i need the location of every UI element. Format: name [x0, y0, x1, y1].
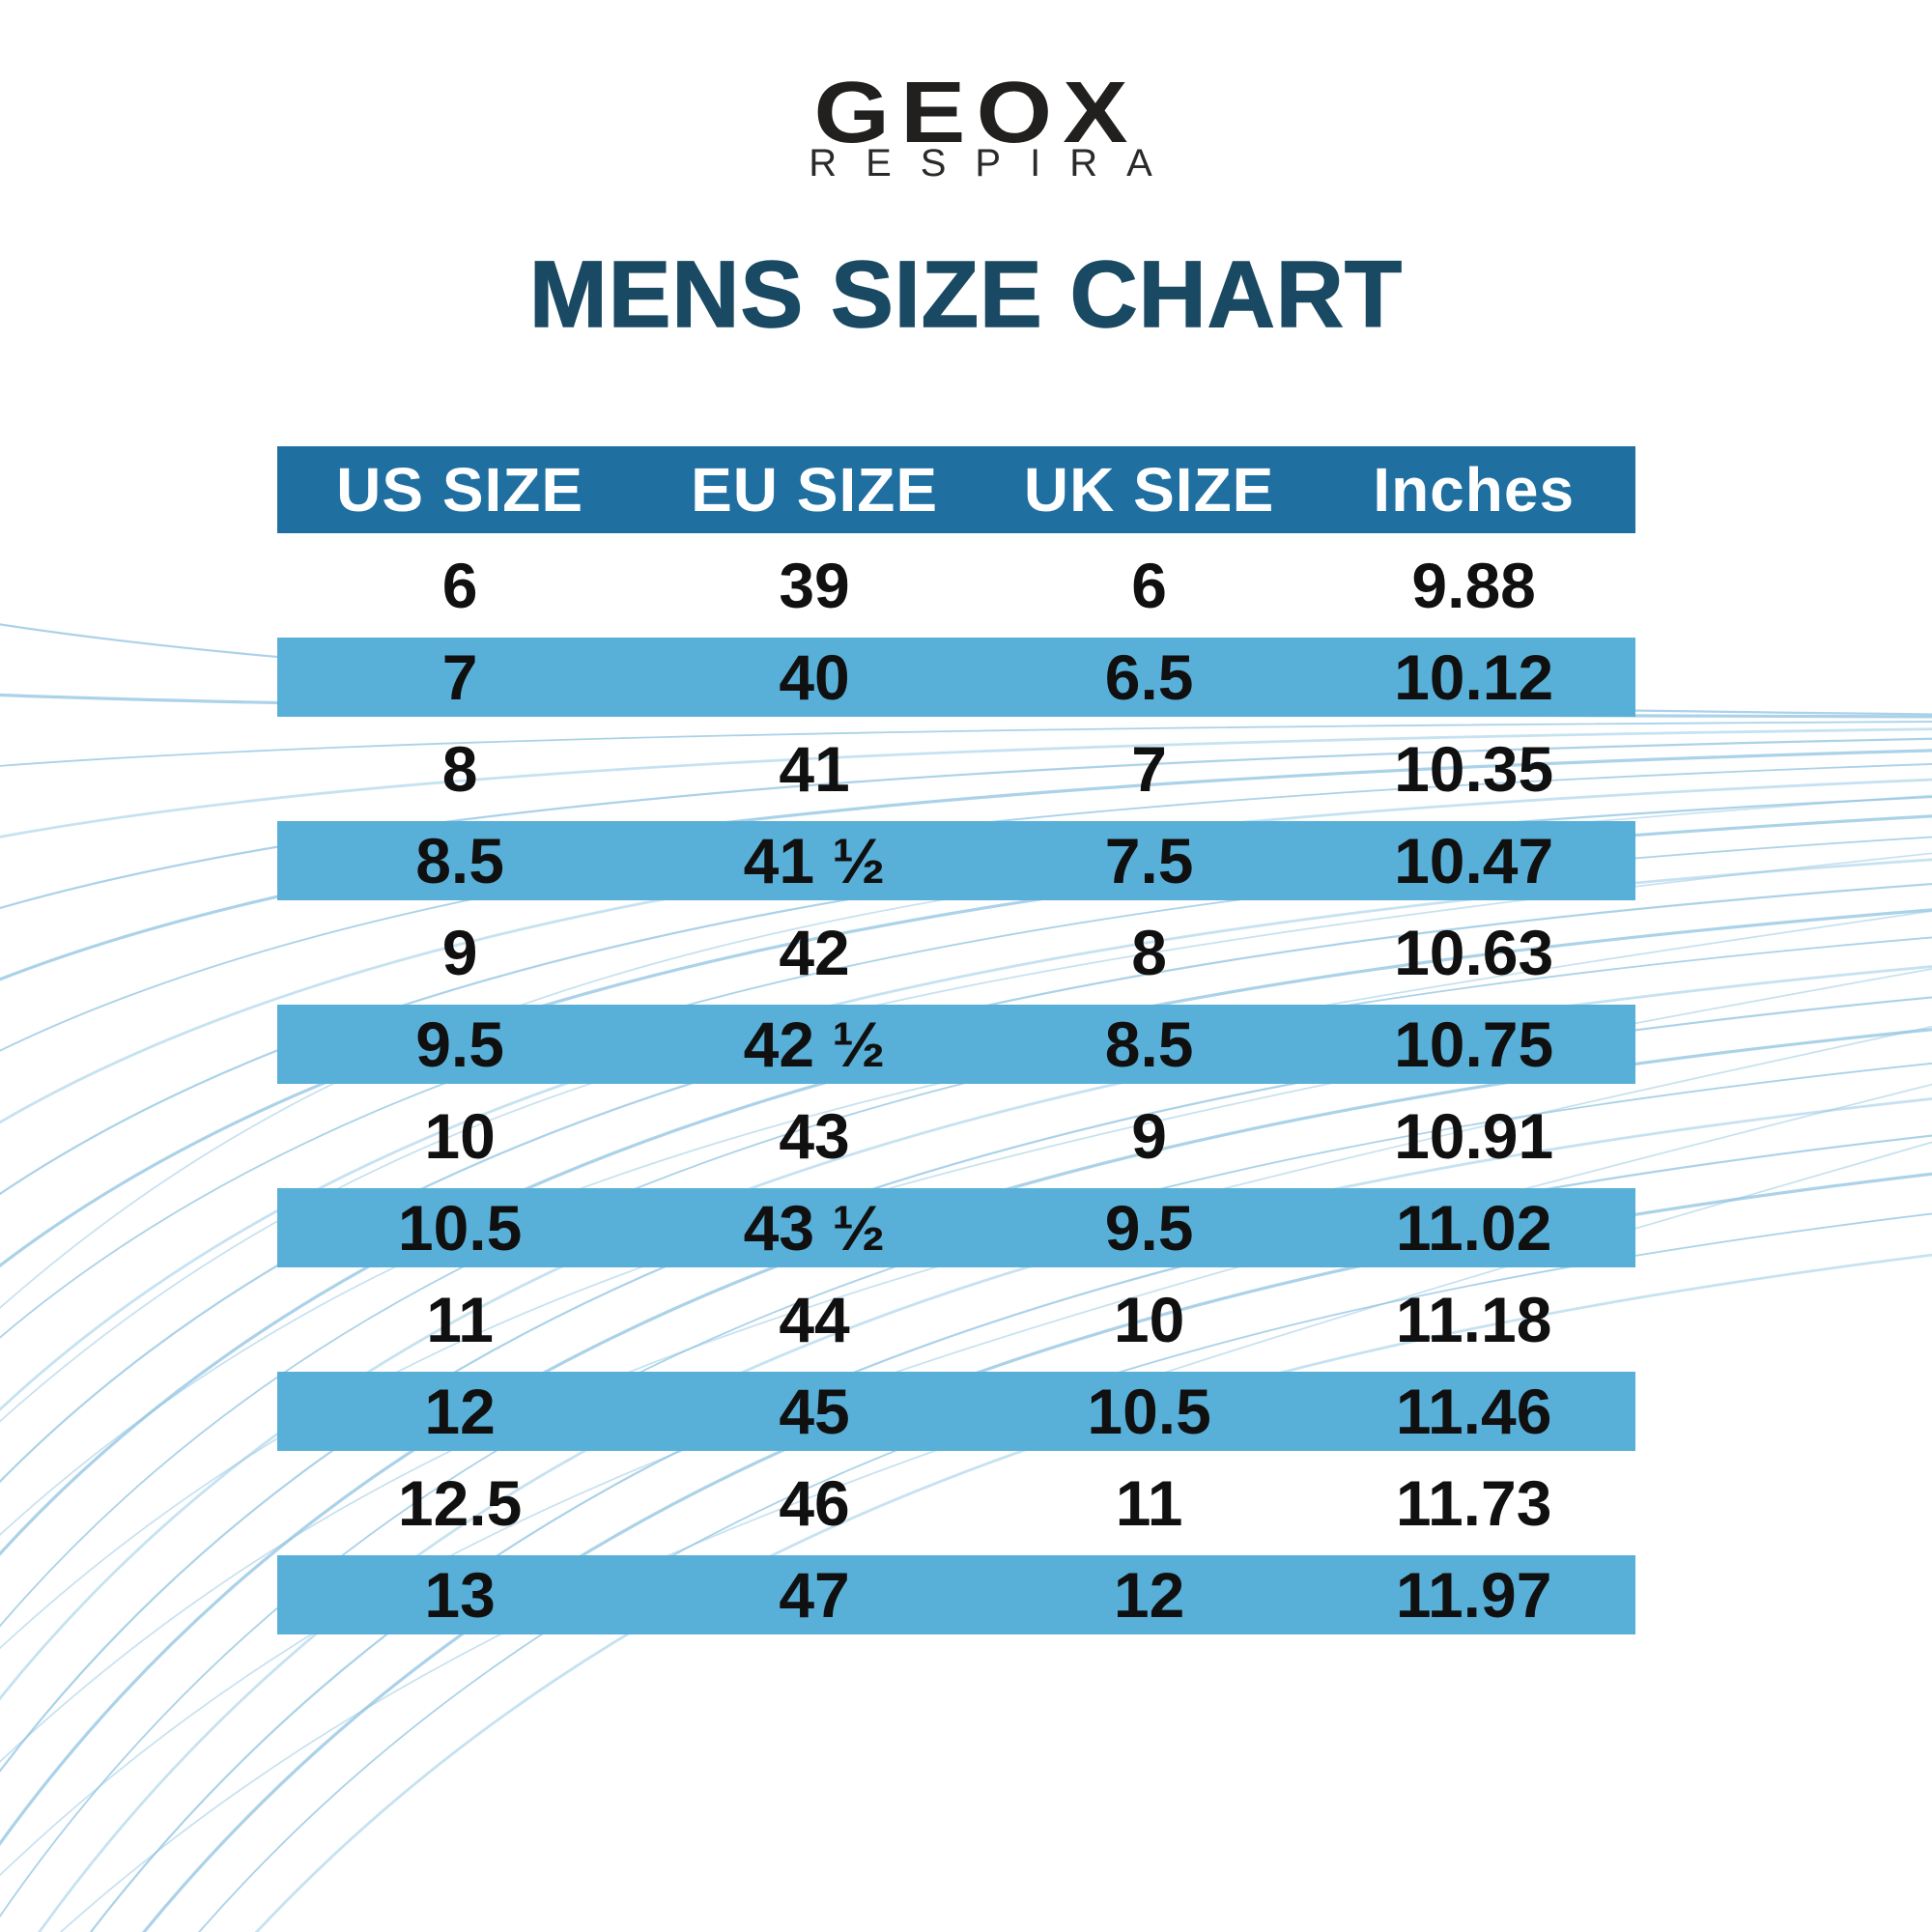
size-cell: 13 — [424, 1559, 496, 1631]
size-row: 9.5 42 ½ 8.5 10.75 — [277, 1005, 1635, 1084]
size-cell: 41 ½ — [743, 825, 886, 896]
page-title: MENS SIZE CHART — [528, 242, 1404, 347]
size-cell: 11.18 — [1395, 1284, 1552, 1355]
size-cell: 9.5 — [415, 1009, 504, 1080]
size-row: 8.5 41 ½ 7.5 10.47 — [277, 821, 1635, 900]
size-cell: 43 ½ — [743, 1192, 886, 1264]
size-row: 12 45 10.5 11.46 — [277, 1372, 1635, 1451]
size-cell: 10.63 — [1394, 917, 1554, 988]
size-cell: 8.5 — [415, 825, 504, 896]
size-cell: 11 — [426, 1284, 494, 1355]
size-cell: 6 — [441, 550, 478, 621]
size-cell: 10.75 — [1394, 1009, 1554, 1080]
size-cell: 10.35 — [1394, 733, 1554, 805]
size-cell: 12 — [1113, 1559, 1185, 1631]
size-cell: 9 — [1131, 1100, 1167, 1172]
size-row: 10 43 9 10.91 — [277, 1084, 1635, 1188]
size-cell: 10.12 — [1394, 641, 1554, 713]
size-cell: 7.5 — [1104, 825, 1194, 896]
size-row: 9 42 8 10.63 — [277, 900, 1635, 1005]
size-cell: 11.46 — [1395, 1376, 1552, 1447]
size-cell: 8.5 — [1104, 1009, 1194, 1080]
size-cell: 42 — [779, 917, 850, 988]
size-cell: 11.02 — [1395, 1192, 1552, 1264]
size-cell: 8 — [441, 733, 478, 805]
size-cell: 42 ½ — [743, 1009, 886, 1080]
size-row: 8 41 7 10.35 — [277, 717, 1635, 821]
size-cell: 8 — [1131, 917, 1167, 988]
size-cell: 43 — [779, 1100, 850, 1172]
size-cell: 11.97 — [1395, 1559, 1552, 1631]
size-row: 7 40 6.5 10.12 — [277, 638, 1635, 717]
size-cell: 47 — [779, 1559, 850, 1631]
column-header-uk-size: UK SIZE — [1023, 455, 1275, 525]
brand-tagline: RESPIRA — [809, 142, 1181, 185]
size-cell: 11.73 — [1395, 1467, 1552, 1539]
size-cell: 9 — [441, 917, 478, 988]
size-cell: 41 — [779, 733, 850, 805]
size-cell: 40 — [779, 641, 850, 713]
size-cell: 10.5 — [397, 1192, 523, 1264]
size-cell: 6 — [1131, 550, 1167, 621]
size-cell: 12.5 — [397, 1467, 523, 1539]
size-cell: 44 — [779, 1284, 850, 1355]
size-cell: 9.88 — [1411, 550, 1536, 621]
size-row: 11 44 10 11.18 — [277, 1267, 1635, 1372]
size-cell: 46 — [779, 1467, 850, 1539]
size-cell: 10.5 — [1087, 1376, 1211, 1447]
size-row: 13 47 12 11.97 — [277, 1555, 1635, 1634]
size-table-body: 6 39 6 9.88 7 40 6.5 10.12 8 41 7 10.35 8.5 41 ½ 7.5 10… — [277, 533, 1635, 1634]
size-cell: 10 — [424, 1100, 496, 1172]
size-cell: 45 — [779, 1376, 850, 1447]
size-cell: 12 — [424, 1376, 496, 1447]
size-cell: 6.5 — [1104, 641, 1194, 713]
column-header-inches: Inches — [1373, 455, 1576, 525]
size-cell: 9.5 — [1104, 1192, 1194, 1264]
size-cell: 10.91 — [1394, 1100, 1554, 1172]
column-header-us-size: US SIZE — [336, 455, 584, 525]
size-cell: 11 — [1115, 1467, 1183, 1539]
size-table: US SIZE EU SIZE UK SIZE Inches 6 39 6 9.88 7… — [277, 446, 1635, 1634]
column-header-eu-size: EU SIZE — [691, 455, 939, 525]
size-row: 12.5 46 11 11.73 — [277, 1451, 1635, 1555]
size-cell: 39 — [779, 550, 850, 621]
size-cell: 7 — [1131, 733, 1167, 805]
size-row: 6 39 6 9.88 — [277, 533, 1635, 638]
brand-logo: GEOX — [813, 65, 1139, 161]
size-row: 10.5 43 ½ 9.5 11.02 — [277, 1188, 1635, 1267]
size-table-header: US SIZE EU SIZE UK SIZE Inches — [277, 446, 1635, 533]
size-cell: 10.47 — [1394, 825, 1554, 896]
size-cell: 10 — [1113, 1284, 1185, 1355]
size-cell: 7 — [441, 641, 478, 713]
